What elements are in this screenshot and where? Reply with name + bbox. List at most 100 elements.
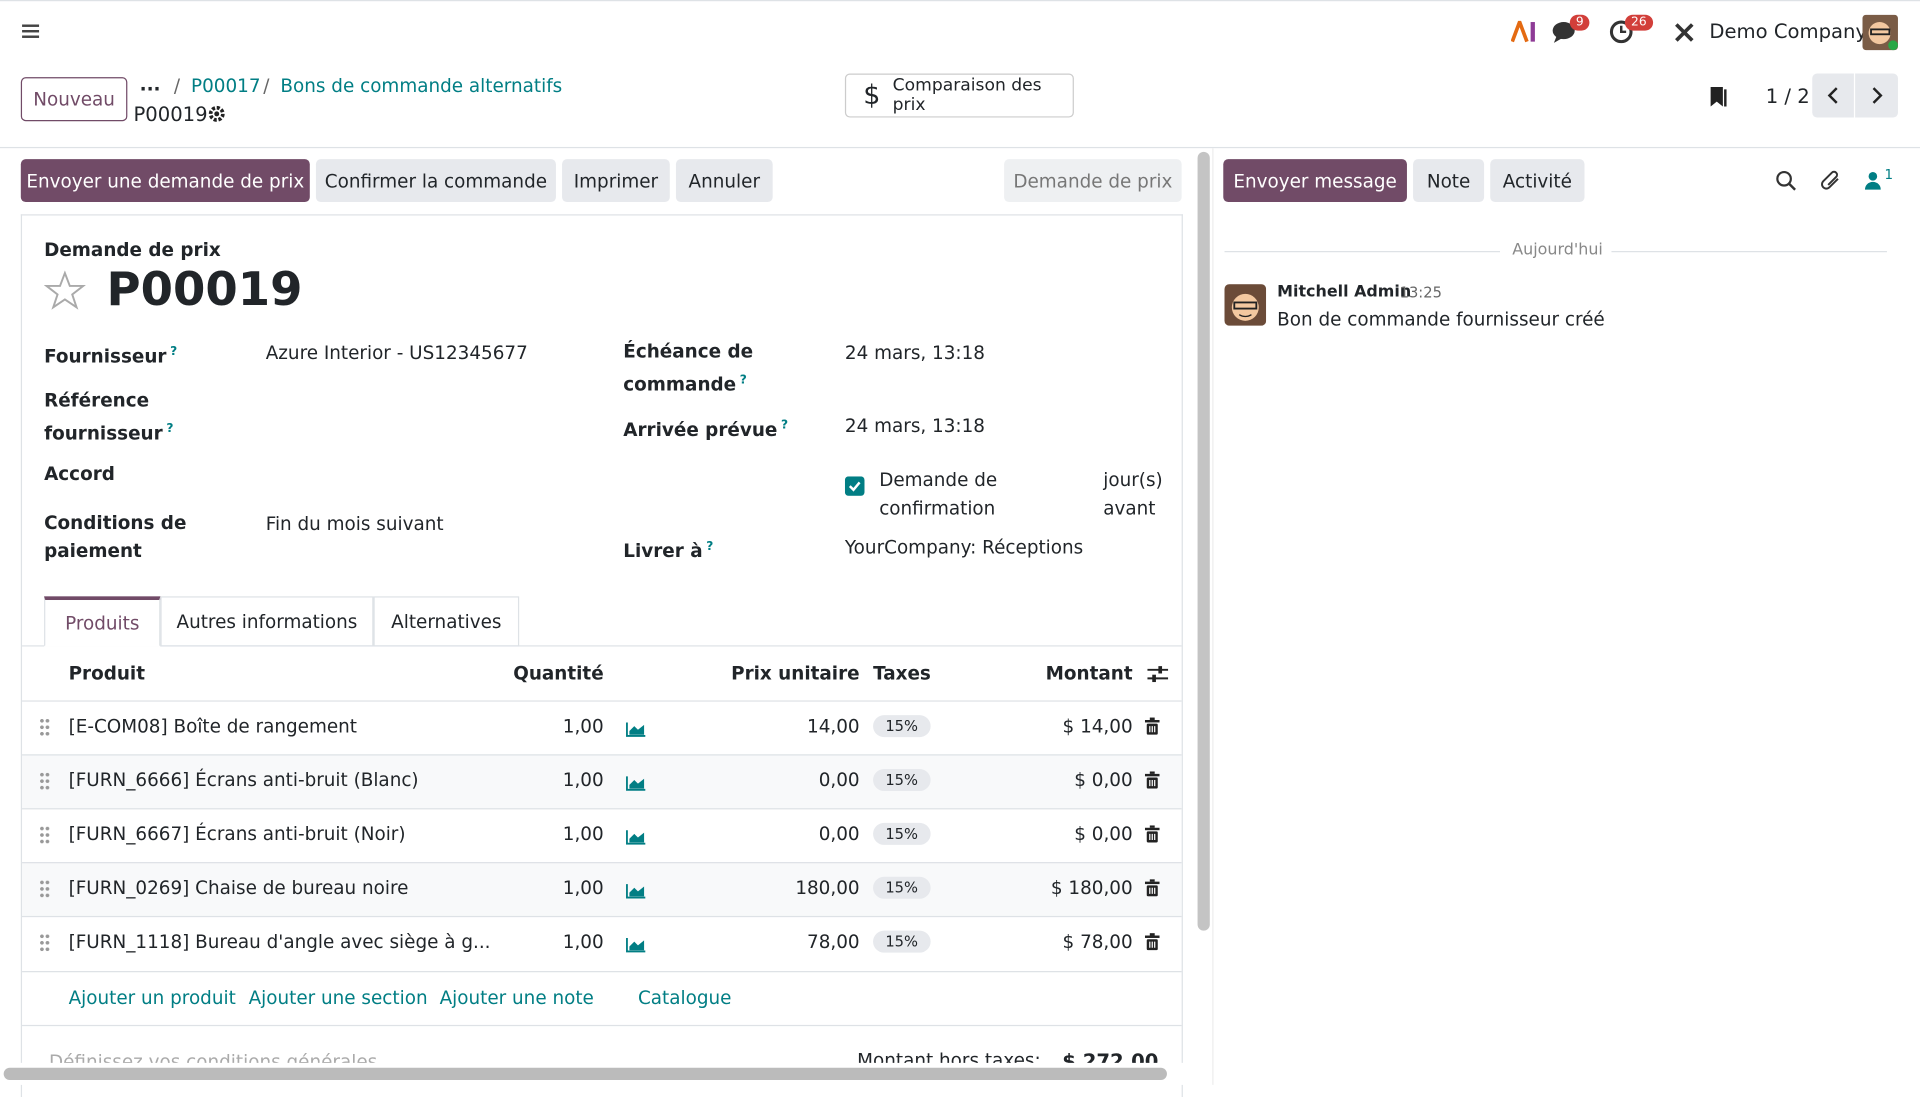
order-line[interactable] (22, 700, 1182, 755)
order-line[interactable] (22, 754, 1182, 810)
column-header[interactable]: Quantité (513, 662, 604, 685)
company-name[interactable]: Demo Company (1709, 19, 1868, 43)
horizontal-scrollbar[interactable] (3, 1067, 1167, 1081)
help-mark[interactable]: ? (170, 345, 178, 359)
field-label: Livrer à? (623, 533, 713, 566)
column-header[interactable]: Prix unitaire (731, 662, 860, 685)
drag-handle[interactable] (39, 879, 51, 899)
message-body: Bon de commande fournisseur créé (1277, 308, 1605, 331)
add-product-link[interactable]: Ajouter un produit (68, 986, 236, 1009)
breadcrumb-item[interactable]: P00017 (191, 74, 261, 97)
vertical-scrollbar[interactable] (1197, 151, 1210, 931)
forecast-icon[interactable] (626, 828, 647, 850)
product-name[interactable]: [FURN_1118] Bureau d'angle avec siège à … (68, 930, 491, 953)
delete-icon[interactable] (1144, 825, 1160, 847)
gear-icon[interactable] (208, 105, 225, 122)
status-badge[interactable]: Demande de prix (1004, 159, 1182, 203)
user-avatar[interactable] (1862, 14, 1898, 51)
tools-icon[interactable] (1674, 22, 1695, 43)
order-line[interactable] (22, 915, 1182, 971)
product-name[interactable]: [FURN_6667] Écrans anti-bruit (Noir) (68, 822, 406, 845)
label-text: Arrivée prévue (623, 418, 778, 441)
order-line[interactable] (22, 862, 1182, 918)
author-avatar[interactable] (1224, 284, 1267, 326)
menu-toggle[interactable] (22, 23, 40, 39)
pager-prev[interactable] (1812, 73, 1854, 118)
breadcrumb-more[interactable]: ... (139, 73, 161, 96)
pager-next[interactable] (1855, 73, 1898, 118)
quantity[interactable]: 1,00 (562, 930, 604, 953)
forecast-icon[interactable] (626, 774, 647, 796)
row-border (22, 1024, 1182, 1027)
help-mark[interactable]: ? (739, 373, 747, 387)
column-header[interactable]: Taxes (873, 662, 931, 685)
help-mark[interactable]: ? (781, 418, 789, 433)
forecast-icon[interactable] (626, 720, 647, 742)
delete-icon[interactable] (1144, 933, 1160, 955)
new-button[interactable]: Nouveau (20, 77, 128, 122)
help-mark[interactable]: ? (166, 422, 174, 436)
unit-price[interactable]: 0,00 (818, 768, 860, 792)
checkbox[interactable] (844, 476, 865, 496)
activities-icon[interactable] (1609, 20, 1633, 44)
form-sheet (20, 214, 1183, 1097)
help-mark[interactable]: ? (706, 540, 714, 554)
unit-price[interactable]: 14,00 (807, 715, 860, 738)
product-name[interactable]: [FURN_6666] Écrans anti-bruit (Blanc) (68, 768, 419, 792)
field-value[interactable]: 24 mars, 13:18 (844, 415, 985, 438)
activity-button[interactable]: Activité (1490, 159, 1585, 203)
field-value[interactable]: Fin du mois suivant (265, 513, 444, 536)
unit-price[interactable]: 78,00 (807, 930, 860, 953)
confirm-button[interactable]: Confirmer la commande (315, 159, 556, 203)
search-icon[interactable] (1776, 170, 1797, 191)
quantity[interactable]: 1,00 (562, 715, 604, 738)
forecast-icon[interactable] (626, 882, 647, 904)
note-button[interactable]: Note (1413, 159, 1485, 203)
drag-handle[interactable] (39, 933, 51, 953)
send-message-button[interactable]: Envoyer message (1223, 159, 1407, 203)
quantity[interactable]: 1,00 (562, 876, 604, 899)
tab-active[interactable]: Produits (44, 596, 161, 647)
drag-handle[interactable] (39, 771, 51, 792)
delete-icon[interactable] (1144, 879, 1160, 901)
product-name[interactable]: [FURN_0269] Chaise de bureau noire (68, 876, 409, 899)
attachment-icon[interactable] (1820, 169, 1842, 192)
cancel-button[interactable]: Annuler (675, 159, 773, 203)
add-section-link[interactable]: Ajouter une section (248, 986, 428, 1009)
delete-icon[interactable] (1144, 717, 1160, 740)
tab[interactable]: Alternatives (373, 596, 520, 647)
priority-star[interactable] (44, 270, 86, 310)
field-value[interactable]: 24 mars, 13:18 (844, 341, 985, 364)
print-button[interactable]: Imprimer (562, 159, 670, 203)
message-author[interactable]: Mitchell Admin (1277, 282, 1412, 302)
send-rfq-button[interactable]: Envoyer une demande de prix (20, 159, 310, 203)
forecast-icon[interactable] (626, 936, 647, 958)
column-header[interactable]: Produit (68, 662, 146, 685)
column-settings[interactable] (1147, 665, 1169, 683)
field-value[interactable]: Azure Interior - US12345677 (265, 341, 528, 364)
unit-price[interactable]: 180,00 (795, 876, 860, 899)
drag-handle[interactable] (39, 717, 51, 738)
followers-icon[interactable] (1864, 171, 1881, 190)
unit-price[interactable]: 0,00 (818, 822, 860, 845)
catalog-link[interactable]: Catalogue (637, 986, 732, 1009)
delete-icon[interactable] (1144, 771, 1160, 793)
bookmark-icon[interactable] (1708, 84, 1728, 108)
quantity[interactable]: 1,00 (562, 768, 604, 792)
tab[interactable]: Autres informations (160, 596, 374, 647)
order-line[interactable] (22, 808, 1182, 863)
product-name[interactable]: [E-COM08] Boîte de rangement (68, 715, 357, 738)
date-line (1224, 251, 1501, 253)
add-note-link[interactable]: Ajouter une note (439, 986, 594, 1009)
quantity[interactable]: 1,00 (562, 822, 604, 845)
field-label: Fournisseur? (44, 338, 177, 371)
tax-badge: 15% (873, 930, 931, 953)
field-value[interactable]: YourCompany: Réceptions (844, 536, 1084, 559)
breadcrumb-item[interactable]: Bons de commande alternatifs (280, 74, 563, 97)
compare-button[interactable]: $ Comparaison des prix (844, 73, 1074, 118)
column-header[interactable]: Montant (1045, 662, 1133, 685)
drag-handle[interactable] (39, 825, 51, 845)
messages-icon[interactable] (1551, 20, 1578, 44)
ai-icon[interactable] (1511, 20, 1538, 43)
